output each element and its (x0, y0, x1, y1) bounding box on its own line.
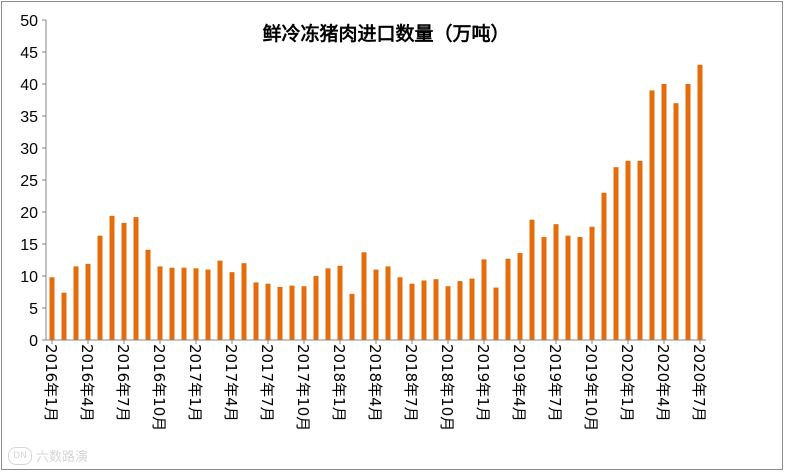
y-tick-label: 25 (20, 173, 38, 190)
bar (493, 287, 499, 340)
bar (589, 226, 595, 340)
bar (337, 265, 343, 340)
bar (685, 84, 691, 340)
bar (181, 267, 187, 340)
bar (313, 276, 319, 340)
bar (637, 160, 643, 340)
bar (505, 258, 511, 340)
chart-title: 鲜冷冻猪肉进口数量（万吨） (262, 22, 509, 45)
bar (325, 268, 331, 340)
x-axis-ticks: 2016年1月 2016年4月 2016年7月 2016年10月 2017年1月 2017… (42, 340, 708, 431)
x-tick-label: 2016年10月 (150, 344, 168, 431)
bar (145, 249, 151, 340)
bar (601, 192, 607, 340)
bar (205, 269, 211, 340)
bar (469, 278, 475, 340)
x-tick-label: 2019年1月 (474, 344, 492, 422)
bar (121, 222, 127, 340)
bar (193, 268, 199, 340)
x-tick-label: 2017年7月 (258, 344, 276, 422)
bar (661, 84, 667, 340)
bar (613, 167, 619, 340)
bar (697, 64, 703, 341)
bar (289, 285, 295, 340)
bar (253, 282, 259, 340)
bar (385, 266, 391, 340)
bar (61, 292, 67, 340)
x-tick-label: 2020年4月 (654, 344, 672, 422)
y-tick-label: 5 (29, 301, 38, 318)
bar (409, 283, 415, 340)
bar (541, 236, 547, 340)
bar (241, 263, 247, 340)
x-tick-label: 2018年10月 (438, 344, 456, 431)
bar (445, 286, 451, 340)
y-axis-ticks: 0 5 10 15 20 25 30 35 40 45 50 (20, 13, 46, 350)
x-tick-label: 2020年1月 (618, 344, 636, 422)
bar (517, 252, 523, 340)
x-tick-label: 2017年4月 (222, 344, 240, 422)
watermark-logo: DN (8, 446, 32, 465)
bar (109, 215, 115, 340)
x-tick-label: 2017年1月 (186, 344, 204, 422)
bar (265, 283, 271, 340)
bar (457, 281, 463, 340)
bar (397, 277, 403, 340)
x-tick-label: 2020年7月 (690, 344, 708, 422)
bar (529, 219, 535, 340)
x-tick-label: 2019年10月 (582, 344, 600, 431)
x-tick-label: 2018年7月 (402, 344, 420, 422)
bar (625, 160, 631, 340)
bar (553, 224, 559, 340)
bar-series (49, 64, 703, 341)
y-tick-label: 15 (20, 237, 38, 254)
y-tick-label: 10 (20, 269, 38, 286)
bar (133, 217, 139, 340)
y-tick-label: 30 (20, 141, 38, 158)
y-tick-label: 35 (20, 109, 38, 126)
bar (673, 103, 679, 340)
y-tick-label: 40 (20, 77, 38, 94)
y-tick-label: 0 (29, 333, 38, 350)
bar (349, 293, 355, 340)
x-tick-label: 2016年4月 (78, 344, 96, 422)
bar (277, 286, 283, 340)
bar (481, 259, 487, 340)
y-tick-label: 45 (20, 45, 38, 62)
bar (169, 267, 175, 340)
y-tick-label: 20 (20, 205, 38, 222)
watermark: DN 六数路演 (8, 446, 88, 465)
x-tick-label: 2016年7月 (114, 344, 132, 422)
bar (217, 260, 223, 340)
bar (421, 280, 427, 340)
x-tick-label: 2017年10月 (294, 344, 312, 431)
bar (157, 266, 163, 340)
bar (301, 286, 307, 340)
y-tick-label: 50 (20, 13, 38, 30)
bar (565, 235, 571, 340)
bar (229, 272, 235, 340)
bar (649, 90, 655, 341)
bar (433, 279, 439, 340)
bar (577, 236, 583, 340)
bar (49, 277, 55, 340)
bar (97, 235, 103, 340)
x-tick-label: 2018年4月 (366, 344, 384, 422)
watermark-text: 六数路演 (36, 450, 89, 465)
bar (361, 252, 367, 340)
bar (85, 263, 91, 340)
bar (73, 266, 79, 340)
x-tick-label: 2018年1月 (330, 344, 348, 422)
x-tick-label: 2019年4月 (510, 344, 528, 422)
bar (373, 269, 379, 340)
x-tick-label: 2019年7月 (546, 344, 564, 422)
x-tick-label: 2016年1月 (42, 344, 60, 422)
